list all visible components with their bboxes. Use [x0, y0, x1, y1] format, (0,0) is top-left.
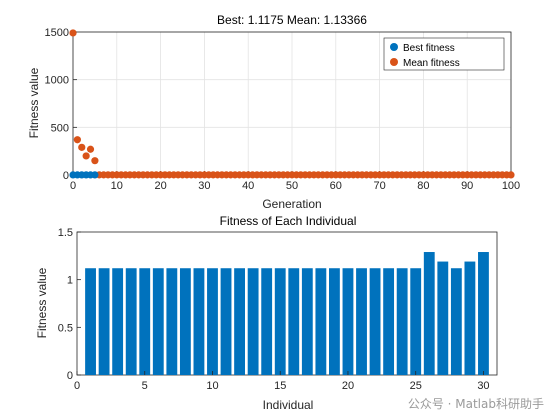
point-best-fitness: [91, 171, 99, 179]
bottom-x-tick-label: 30: [477, 380, 489, 392]
top-plot-title: Best: 1.1175 Mean: 1.13366: [217, 13, 367, 27]
bar: [207, 268, 218, 375]
bar: [450, 268, 462, 375]
bottom-plot-title: Fitness of Each Individual: [220, 214, 357, 228]
bar: [410, 268, 422, 375]
top-x-axis-label: Generation: [262, 197, 321, 211]
bottom-bars: [85, 252, 489, 375]
bar: [261, 268, 273, 375]
bottom-x-tick-label: 15: [274, 380, 286, 392]
top-y-tick-label: 0: [63, 170, 69, 182]
point-mean-fitness: [507, 171, 515, 179]
top-y-tick-label: 1500: [45, 27, 69, 39]
bar: [193, 268, 205, 375]
bottom-x-tick-label: 0: [74, 380, 80, 392]
bar: [98, 268, 110, 375]
top-y-tick-label: 500: [51, 122, 69, 134]
legend-marker-mean: [390, 58, 398, 66]
legend: Best fitness Mean fitness: [383, 37, 505, 71]
bar: [437, 261, 449, 375]
bar: [274, 268, 286, 375]
bottom-x-axis-label: Individual: [263, 398, 314, 412]
bar: [423, 252, 435, 375]
top-x-tick-label: 100: [502, 180, 520, 192]
point-mean-fitness: [86, 145, 95, 153]
bottom-x-tick-label: 25: [410, 380, 422, 392]
bottom-ticks: 0 5 10 15 20 25 30 0 0.5 1 1.5: [58, 227, 490, 392]
bar: [152, 268, 164, 375]
bar: [315, 268, 327, 375]
legend-label-mean: Mean fitness: [403, 58, 460, 69]
legend-box: [383, 37, 505, 71]
top-markers: [69, 29, 515, 179]
bar: [478, 252, 489, 375]
top-x-tick-label: 50: [286, 180, 298, 192]
top-x-tick-label: 20: [154, 180, 166, 192]
top-x-tick-label: 70: [373, 180, 385, 192]
bar: [179, 268, 191, 375]
bar: [125, 268, 137, 375]
top-x-tick-label: 90: [461, 180, 473, 192]
top-x-tick-label: 80: [417, 180, 429, 192]
bar: [396, 268, 408, 375]
bar: [342, 268, 354, 375]
top-x-tick-label: 0: [70, 180, 76, 192]
top-x-tick-label: 60: [330, 180, 342, 192]
bottom-axes: Fitness of Each Individual 0 5 10 15 20 25 300…: [35, 214, 498, 412]
bottom-x-tick-label: 10: [206, 380, 218, 392]
bottom-y-tick-label: 1: [67, 275, 73, 287]
point-mean-fitness: [91, 157, 99, 165]
watermark-text: 公众号 · Matlab科研助手: [407, 397, 544, 411]
bar: [288, 268, 300, 375]
top-x-tick-label: 30: [198, 180, 210, 192]
top-y-axis-label: Fitness value: [27, 67, 41, 138]
bar: [301, 268, 313, 375]
point-mean-fitness: [82, 152, 90, 160]
top-y-tick-label: 1000: [45, 75, 69, 87]
top-axes: Best: 1.1175 Mean: 1.13366 0 10 20 30 40 50 60…: [27, 13, 520, 211]
bar: [166, 268, 178, 375]
bar: [329, 268, 340, 375]
bottom-y-tick-label: 1.5: [58, 227, 73, 239]
bottom-y-axis-label: Fitness value: [35, 267, 49, 338]
legend-label-best: Best fitness: [403, 43, 455, 54]
bar: [220, 268, 232, 375]
point-mean-fitness: [69, 29, 77, 37]
point-mean-fitness: [73, 136, 81, 144]
bar: [247, 268, 259, 375]
bar: [356, 268, 367, 375]
bottom-y-tick-label: 0: [67, 370, 73, 382]
bar: [383, 268, 395, 375]
bar: [234, 268, 245, 375]
bottom-y-tick-label: 0.5: [58, 322, 73, 334]
top-x-tick-label: 40: [242, 180, 254, 192]
bar: [112, 268, 124, 375]
bottom-axes-box: [76, 231, 498, 376]
bar: [85, 268, 96, 375]
bar: [139, 268, 151, 375]
bottom-x-tick-label: 20: [342, 380, 354, 392]
top-x-tick-label: 10: [111, 180, 123, 192]
bottom-x-tick-label: 5: [142, 380, 148, 392]
bar: [464, 261, 476, 375]
bar: [369, 268, 381, 375]
point-mean-fitness: [78, 143, 86, 151]
legend-marker-best: [390, 43, 398, 51]
